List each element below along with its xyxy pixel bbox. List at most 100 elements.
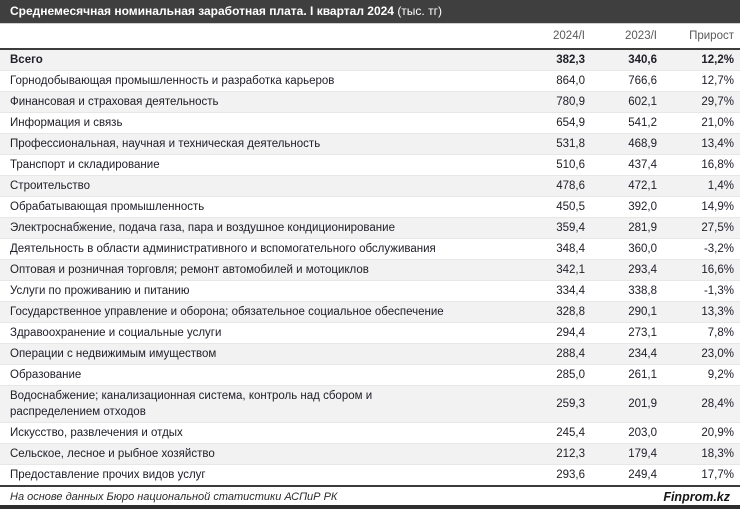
page-title-text: Среднемесячная номинальная заработная пл… [10, 4, 394, 18]
table-row: Деятельность в области административного… [0, 238, 740, 260]
row-value-2024: 259,3 [462, 385, 590, 423]
table-row: Информация и связь 654,9 541,2 21,0% [0, 112, 740, 134]
table-row: Горнодобывающая промышленность и разрабо… [0, 70, 740, 92]
row-value-growth: 28,4% [662, 385, 740, 423]
row-value-2024: 334,4 [462, 280, 590, 302]
row-value-2023: 293,4 [590, 259, 662, 281]
table-header-row: 2024/I 2023/I Прирост [0, 24, 740, 50]
row-label: Искусство, развлечения и отдых [0, 422, 462, 444]
row-value-2023: 340,6 [628, 54, 657, 66]
row-label: Водоснабжение; канализационная система, … [0, 385, 462, 423]
row-value-2024: 780,9 [462, 91, 590, 113]
row-value-2023: 338,8 [590, 280, 662, 302]
row-value-growth: 1,4% [662, 175, 740, 197]
row-value-2023: 392,0 [590, 196, 662, 218]
row-value-growth: 16,6% [662, 259, 740, 281]
row-label: Транспорт и складирование [0, 154, 462, 176]
row-label: Информация и связь [0, 112, 462, 134]
row-value-2024: 342,1 [462, 259, 590, 281]
row-value-2024: 864,0 [462, 70, 590, 92]
page-title-unit: (тыс. тг) [397, 4, 442, 18]
row-value-2024: 450,5 [462, 196, 590, 218]
row-value-2024: 212,3 [462, 443, 590, 465]
row-value-growth: 18,3% [662, 443, 740, 465]
row-value-2024: 359,4 [462, 217, 590, 239]
table-row: Всего 382,3 340,6 12,2% [0, 49, 740, 71]
table-row: Операции с недвижимым имуществом 288,4 234… [0, 343, 740, 365]
table-row: Транспорт и складирование 510,6 437,4 16,8% [0, 154, 740, 176]
row-value-growth: 17,7% [662, 464, 740, 485]
table-row: Оптовая и розничная торговля; ремонт авт… [0, 259, 740, 281]
row-value-2023: 472,1 [590, 175, 662, 197]
page-title: Среднемесячная номинальная заработная пл… [0, 0, 740, 24]
row-value-growth: -3,2% [662, 238, 740, 260]
row-value-2023: 360,0 [590, 238, 662, 260]
row-value-growth: 27,5% [662, 217, 740, 239]
row-value-2024: 245,4 [462, 422, 590, 444]
row-label: Профессиональная, научная и техническая … [0, 133, 462, 155]
row-value-2023: 290,1 [590, 301, 662, 323]
row-value-2023: 203,0 [590, 422, 662, 444]
row-value-growth: 9,2% [662, 364, 740, 386]
column-header-growth: Прирост [662, 24, 740, 50]
column-header-2023: 2023/I [590, 24, 662, 50]
row-value-2024: 478,6 [462, 175, 590, 197]
row-label: Образование [0, 364, 462, 386]
source-note: На основе данных Бюро национальной стати… [10, 491, 338, 503]
row-value-2023: 468,9 [590, 133, 662, 155]
row-value-growth: 7,8% [662, 322, 740, 344]
row-label: Горнодобывающая промышленность и разрабо… [0, 70, 462, 92]
row-value-2023: 281,9 [590, 217, 662, 239]
row-value-2024: 510,6 [462, 154, 590, 176]
corner-cell [0, 24, 462, 50]
row-value-growth: 29,7% [662, 91, 740, 113]
row-value-growth: 21,0% [662, 112, 740, 134]
row-value-growth: 23,0% [662, 343, 740, 365]
row-label: Электроснабжение, подача газа, пара и во… [0, 217, 462, 239]
brand-logo: Finprom.kz [663, 490, 730, 504]
table-row: Сельское, лесное и рыбное хозяйство 212,3… [0, 443, 740, 465]
row-value-growth: 20,9% [662, 422, 740, 444]
row-label: Всего [10, 54, 43, 66]
row-value-2023: 602,1 [590, 91, 662, 113]
wage-table: 2024/I 2023/I Прирост Всего 382,3 340,6 12,… [0, 24, 740, 485]
table-row: Услуги по проживанию и питанию 334,4 338,8… [0, 280, 740, 302]
row-label: Операции с недвижимым имуществом [0, 343, 462, 365]
footer: На основе данных Бюро национальной стати… [0, 485, 740, 505]
row-label: Обрабатывающая промышленность [0, 196, 462, 218]
row-value-2024: 294,4 [462, 322, 590, 344]
row-label: Деятельность в области административного… [0, 238, 462, 260]
row-label: Предоставление прочих видов услуг [0, 464, 462, 485]
table-body: Всего 382,3 340,6 12,2% Горнодобывающая пром… [0, 49, 740, 485]
table-row: Образование 285,0 261,1 9,2% [0, 364, 740, 386]
table-row: Искусство, развлечения и отдых 245,4 203,0… [0, 422, 740, 444]
row-value-2024: 285,0 [462, 364, 590, 386]
row-value-2024: 293,6 [462, 464, 590, 485]
table-row: Электроснабжение, подача газа, пара и во… [0, 217, 740, 239]
table-row: Профессиональная, научная и техническая … [0, 133, 740, 155]
row-label: Строительство [0, 175, 462, 197]
table-row: Предоставление прочих видов услуг 293,6 24… [0, 464, 740, 485]
row-label: Здравоохранение и социальные услуги [0, 322, 462, 344]
row-value-growth: -1,3% [662, 280, 740, 302]
row-value-growth: 13,4% [662, 133, 740, 155]
row-value-2024: 654,9 [462, 112, 590, 134]
row-label: Финансовая и страховая деятельность [0, 91, 462, 113]
column-header-2024: 2024/I [462, 24, 590, 50]
row-value-2023: 273,1 [590, 322, 662, 344]
row-label: Государственное управление и оборона; об… [0, 301, 462, 323]
row-value-growth: 13,3% [662, 301, 740, 323]
row-value-2023: 201,9 [590, 385, 662, 423]
row-value-growth: 12,2% [701, 54, 734, 66]
row-value-2024: 348,4 [462, 238, 590, 260]
row-value-2023: 261,1 [590, 364, 662, 386]
table-row: Строительство 478,6 472,1 1,4% [0, 175, 740, 197]
row-value-2024: 382,3 [556, 54, 585, 66]
table-row: Государственное управление и оборона; об… [0, 301, 740, 323]
row-value-2023: 234,4 [590, 343, 662, 365]
row-value-2023: 249,4 [590, 464, 662, 485]
row-label: Услуги по проживанию и питанию [0, 280, 462, 302]
row-value-2024: 531,8 [462, 133, 590, 155]
row-value-2023: 766,6 [590, 70, 662, 92]
